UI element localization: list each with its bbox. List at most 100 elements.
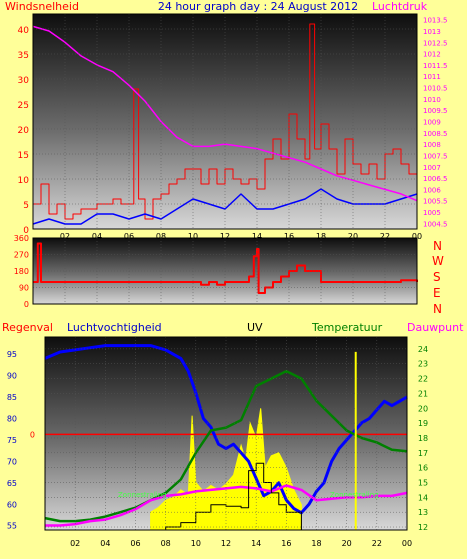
y-tick-label: 360 xyxy=(14,234,29,243)
y-tick-label: 55 xyxy=(7,522,17,531)
y-tick-label: 35 xyxy=(18,51,29,61)
radiation-label: Zonnestraling xyxy=(330,491,379,499)
y2-tick-label: 1009 xyxy=(423,119,441,127)
x-tick-label: 18 xyxy=(311,539,321,548)
radiation-label: Zonnestraling xyxy=(118,491,167,499)
chart-axes: 05101520253035401004.510051005.510061006… xyxy=(7,13,448,548)
y-tick-label: 80 xyxy=(7,414,17,423)
pressure-axis-title: Luchtdruk xyxy=(372,0,428,13)
y-tick-label: 0 xyxy=(23,226,29,236)
x-tick-label: 16 xyxy=(284,232,294,241)
x-tick-label: 02 xyxy=(70,539,80,548)
y2-tick-label: 1008.5 xyxy=(423,130,448,138)
x-tick-label: 10 xyxy=(191,539,201,548)
direction-letter: N xyxy=(433,239,442,253)
y2-tick-label: 19 xyxy=(418,419,428,428)
x-tick-label: 18 xyxy=(316,232,326,241)
y-tick-label: 65 xyxy=(7,479,17,488)
y2-tick-label: 16 xyxy=(418,464,428,473)
plot-frame xyxy=(32,237,418,305)
rain-reference-label: 0 xyxy=(30,430,35,439)
y2-tick-label: 21 xyxy=(418,389,428,398)
series-line xyxy=(45,462,407,531)
x-tick-label: 22 xyxy=(380,232,390,241)
y2-tick-label: 1009.5 xyxy=(423,107,448,115)
y-tick-label: 20 xyxy=(18,126,30,136)
y-tick-label: 0 xyxy=(24,300,29,309)
x-tick-label: 10 xyxy=(188,232,198,241)
x-tick-label: 04 xyxy=(100,539,110,548)
x-tick-label: 22 xyxy=(372,539,382,548)
y-tick-label: 15 xyxy=(18,151,29,161)
y-tick-label: 60 xyxy=(7,500,17,509)
dewpoint-axis-title: Dauwpunt xyxy=(407,321,464,334)
x-tick-label: 12 xyxy=(221,539,231,548)
y2-tick-label: 1012 xyxy=(423,51,441,59)
y2-tick-label: 1008 xyxy=(423,141,441,149)
y2-tick-label: 20 xyxy=(418,404,428,413)
y2-tick-label: 1006.5 xyxy=(423,175,448,183)
x-tick-label: 14 xyxy=(251,539,261,548)
x-tick-label: 20 xyxy=(348,232,358,241)
x-tick-label: 06 xyxy=(130,539,140,548)
temperature-axis-title: Temperatuur xyxy=(311,321,383,334)
y2-tick-label: 18 xyxy=(418,434,428,443)
y2-tick-label: 1004.5 xyxy=(423,220,448,228)
y-tick-label: 180 xyxy=(14,267,29,276)
x-tick-label: 20 xyxy=(342,539,352,548)
y2-tick-label: 1007 xyxy=(423,164,441,172)
y-tick-label: 10 xyxy=(18,176,30,186)
y2-tick-label: 1012.5 xyxy=(423,39,448,47)
direction-letter: W xyxy=(432,254,444,268)
y-tick-label: 270 xyxy=(14,251,29,260)
y2-tick-label: 1007.5 xyxy=(423,152,448,160)
y-tick-label: 85 xyxy=(7,393,17,402)
plot-frame xyxy=(44,336,408,531)
x-tick-label: 08 xyxy=(161,539,171,548)
y2-tick-label: 1010.5 xyxy=(423,85,448,93)
x-tick-label: 16 xyxy=(281,539,291,548)
y-tick-label: 40 xyxy=(18,26,30,36)
y2-tick-label: 1010 xyxy=(423,96,441,104)
page-title: 24 hour graph day : 24 August 2012 xyxy=(158,0,358,13)
x-tick-label: 02 xyxy=(60,232,70,241)
series-line xyxy=(44,344,408,515)
y-tick-label: 25 xyxy=(18,101,29,111)
series-line xyxy=(45,484,408,527)
rain-axis-title: Regenval xyxy=(2,321,53,334)
x-tick-label: 14 xyxy=(252,232,262,241)
y-tick-label: 75 xyxy=(7,436,17,445)
wind-panel xyxy=(33,14,417,229)
y-tick-label: 90 xyxy=(19,284,29,293)
direction-letters: N W S E N xyxy=(432,239,444,316)
y2-tick-label: 1011.5 xyxy=(423,62,448,70)
y2-tick-label: 24 xyxy=(418,345,428,354)
y2-tick-label: 17 xyxy=(418,449,428,458)
direction-letter: E xyxy=(433,286,441,300)
y-tick-label: 5 xyxy=(23,201,29,211)
humidity-axis-title: Luchtvochtigheid xyxy=(67,321,162,334)
y-tick-label: 95 xyxy=(7,350,17,359)
direction-letter: N xyxy=(433,302,442,316)
direction-letter: S xyxy=(433,270,441,284)
y2-tick-label: 22 xyxy=(418,375,428,384)
y2-tick-label: 1013 xyxy=(423,28,441,36)
y2-tick-label: 1011 xyxy=(423,73,441,81)
plot-frame xyxy=(32,13,418,230)
y2-tick-label: 15 xyxy=(418,478,428,487)
y-tick-label: 30 xyxy=(18,76,30,86)
uv-axis-title: UV xyxy=(247,321,263,334)
series-line xyxy=(32,25,418,202)
x-tick-label: 00 xyxy=(412,232,422,241)
y-tick-label: 90 xyxy=(7,372,17,381)
y2-tick-label: 12 xyxy=(418,523,428,532)
x-tick-label: 08 xyxy=(156,232,166,241)
chart-marks xyxy=(32,23,418,531)
y2-tick-label: 1005 xyxy=(423,209,441,217)
y2-tick-label: 14 xyxy=(418,493,428,502)
x-tick-label: 06 xyxy=(124,232,134,241)
wind-speed-axis-title: Windsnelheid xyxy=(5,0,79,13)
y2-tick-label: 23 xyxy=(418,360,428,369)
x-tick-label: 00 xyxy=(402,539,412,548)
